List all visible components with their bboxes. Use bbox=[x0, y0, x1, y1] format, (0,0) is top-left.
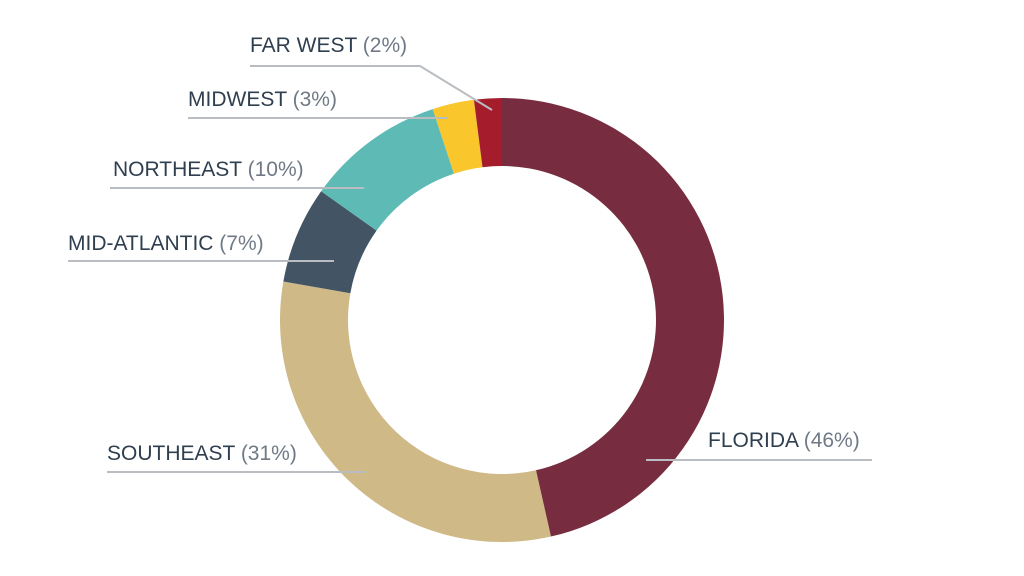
label-far-west: FAR WEST (2%) bbox=[250, 34, 407, 57]
slices bbox=[279, 98, 725, 542]
slice-far-west bbox=[473, 98, 502, 168]
label-percent: (10%) bbox=[248, 158, 304, 181]
label-name: MID-ATLANTIC bbox=[68, 232, 219, 255]
slice-northeast bbox=[321, 109, 454, 231]
label-percent: (3%) bbox=[293, 88, 337, 111]
callouts: FLORIDA (46%) SOUTHEAST (31%) MID-ATLANTIC… bbox=[68, 34, 872, 473]
label-percent: (31%) bbox=[241, 442, 297, 465]
slice-mid-atlantic bbox=[283, 191, 377, 294]
label-name: SOUTHEAST bbox=[107, 442, 241, 465]
label-name: FAR WEST bbox=[250, 34, 363, 57]
label-midwest: MIDWEST (3%) bbox=[188, 88, 337, 111]
leader-line-far-west bbox=[250, 65, 493, 111]
slice-southeast bbox=[279, 281, 551, 542]
label-mid-atlantic: MID-ATLANTIC (7%) bbox=[68, 232, 264, 255]
label-southeast: SOUTHEAST (31%) bbox=[107, 442, 297, 465]
label-name: NORTHEAST bbox=[113, 158, 248, 181]
label-name: FLORIDA bbox=[708, 429, 804, 452]
label-percent: (7%) bbox=[219, 232, 263, 255]
label-name: MIDWEST bbox=[188, 88, 293, 111]
label-percent: (46%) bbox=[804, 429, 860, 452]
label-northeast: NORTHEAST (10%) bbox=[113, 158, 304, 181]
label-percent: (2%) bbox=[363, 34, 407, 57]
label-florida: FLORIDA (46%) bbox=[708, 429, 860, 452]
slice-florida bbox=[502, 98, 725, 537]
